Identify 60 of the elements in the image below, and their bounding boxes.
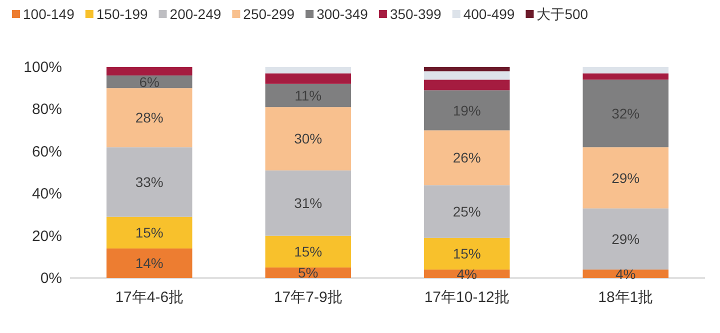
data-label: 28%	[135, 110, 164, 126]
bar	[106, 67, 192, 76]
bar	[265, 67, 351, 74]
bar	[265, 236, 351, 268]
bar	[424, 90, 510, 130]
y-tick-label: 60%	[32, 143, 62, 160]
data-label: 15%	[452, 246, 481, 262]
bar	[424, 80, 510, 90]
legend-label: 350-399	[390, 6, 442, 22]
data-label: 4%	[456, 266, 477, 282]
bar	[582, 147, 668, 208]
y-tick-label: 0%	[40, 270, 62, 287]
legend-label: 200-249	[170, 6, 222, 22]
data-label: 25%	[452, 204, 481, 220]
bar	[582, 208, 668, 270]
data-label: 31%	[294, 195, 322, 212]
data-label: 32%	[612, 105, 640, 122]
bar	[265, 84, 351, 108]
data-label: 33%	[135, 174, 164, 190]
bar	[582, 80, 668, 148]
bar	[582, 67, 668, 74]
bar	[424, 185, 510, 238]
legend-label: 400-499	[463, 6, 515, 22]
bar	[265, 170, 351, 236]
legend-label: 250-299	[243, 6, 295, 22]
bar	[424, 238, 510, 270]
data-label: 19%	[452, 102, 481, 118]
data-label: 15%	[294, 244, 322, 260]
data-label: 6%	[139, 74, 160, 90]
legend-label: 150-199	[96, 6, 148, 22]
y-tick-label: 40%	[32, 186, 62, 203]
data-label: 30%	[294, 130, 322, 147]
y-tick-label: 100%	[24, 59, 62, 76]
data-label: 5%	[298, 264, 318, 281]
bar	[106, 216, 192, 248]
legend-label: 大于500	[536, 6, 588, 22]
legend-label: 300-349	[316, 6, 368, 22]
data-label: 14%	[135, 255, 164, 272]
y-tick-label: 80%	[32, 101, 62, 118]
bar	[582, 73, 668, 80]
bar	[106, 147, 192, 217]
data-label: 29%	[612, 170, 640, 186]
legend-label: 100-149	[23, 6, 75, 22]
x-tick-label: 17年10-12批	[424, 289, 510, 306]
bar	[424, 130, 510, 186]
data-label: 4%	[616, 266, 636, 282]
bar	[265, 107, 351, 170]
data-label: 26%	[452, 150, 481, 166]
y-tick-label: 20%	[32, 228, 62, 245]
data-label: 11%	[294, 87, 322, 104]
bar	[424, 71, 510, 80]
x-tick-label: 18年1批	[598, 289, 654, 306]
x-tick-label: 17年7-9批	[274, 289, 342, 306]
data-label: 15%	[135, 224, 164, 241]
x-tick-label: 17年4-6批	[115, 289, 184, 306]
bar	[265, 73, 351, 84]
data-label: 29%	[612, 230, 640, 247]
bar	[424, 67, 510, 72]
bar	[106, 248, 192, 278]
bar	[106, 88, 192, 148]
